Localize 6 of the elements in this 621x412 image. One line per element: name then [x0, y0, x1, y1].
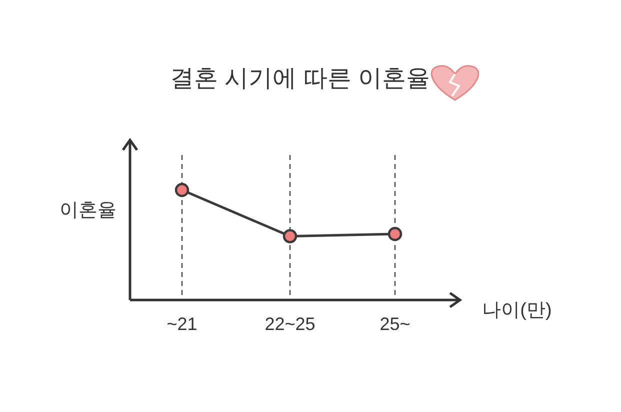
x-tick-label: ~21 [166, 314, 198, 334]
x-axis-title: 나이(만) [482, 300, 552, 321]
x-tick-label: 25~ [380, 314, 410, 334]
x-tick-label: 22~25 [264, 314, 316, 334]
y-axis-title: 이혼율 [60, 200, 116, 221]
chart-title: 결혼 시기에 따른 이혼율 [170, 65, 430, 92]
